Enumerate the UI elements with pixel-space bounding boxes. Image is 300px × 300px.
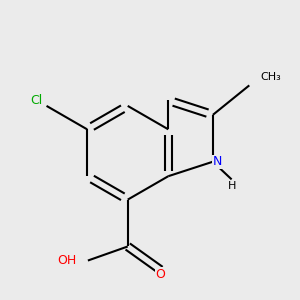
- Text: OH: OH: [57, 254, 76, 267]
- Text: CH₃: CH₃: [260, 71, 281, 82]
- Text: N: N: [213, 155, 222, 168]
- Text: Cl: Cl: [30, 94, 43, 106]
- Text: H: H: [227, 182, 236, 191]
- Text: O: O: [156, 268, 166, 281]
